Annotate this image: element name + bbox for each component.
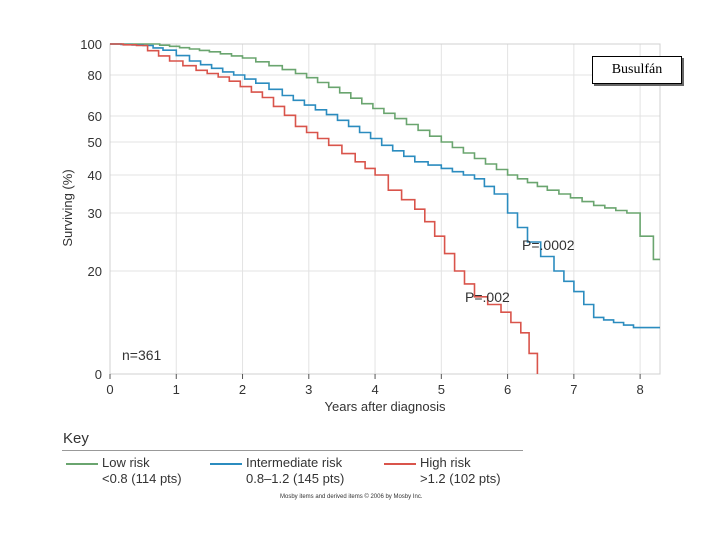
legend-label-intermediate: Intermediate risk <box>246 455 343 470</box>
copyright-credit: Mosby items and derived items © 2006 by … <box>280 494 423 500</box>
legend-item-intermediate-risk: Intermediate risk 0.8–1.2 (145 pts) <box>210 455 344 487</box>
y-tick-label: 40 <box>88 168 102 183</box>
grid <box>109 43 660 375</box>
x-axis: 0 1 2 3 4 5 6 7 8 <box>106 374 644 397</box>
legend-label-low: Low risk <box>102 455 150 470</box>
series-line-high <box>110 43 539 374</box>
x-tick-label: 8 <box>637 382 644 397</box>
x-tick-label: 0 <box>106 382 113 397</box>
drug-label-box: Busulfán <box>592 56 682 84</box>
legend-detail-intermediate: 0.8–1.2 (145 pts) <box>246 471 345 486</box>
plot-frame <box>109 43 661 375</box>
x-tick-label: 7 <box>570 382 577 397</box>
x-tick-label: 5 <box>438 382 445 397</box>
y-tick-label: 60 <box>88 109 102 124</box>
y-tick-label: 30 <box>88 206 102 221</box>
legend-swatch-intermediate <box>210 462 242 465</box>
y-axis: 100 80 60 50 40 30 20 0 <box>80 37 102 382</box>
x-tick-label: 4 <box>371 382 378 397</box>
legend-swatch-low <box>66 462 98 465</box>
legend-label-high: High risk <box>420 455 471 470</box>
y-tick-label: 20 <box>88 264 102 279</box>
legend-item-low-risk: Low risk <0.8 (114 pts) <box>66 455 182 487</box>
y-tick-label: 50 <box>88 135 102 150</box>
legend-swatch-high <box>384 462 416 465</box>
p-value-intermediate: P=.0002 <box>522 237 575 253</box>
x-tick-label: 1 <box>173 382 180 397</box>
series-lines <box>110 43 660 374</box>
y-tick-label: 0 <box>95 367 102 382</box>
y-axis-title: Surviving (%) <box>60 169 75 246</box>
x-tick-label: 3 <box>305 382 312 397</box>
y-tick-label: 100 <box>80 37 102 52</box>
y-tick-label: 80 <box>88 68 102 83</box>
n-count-annotation: n=361 <box>122 347 162 363</box>
p-value-high: P=.002 <box>465 289 510 305</box>
series-line-intermediate <box>110 43 660 329</box>
x-tick-label: 6 <box>504 382 511 397</box>
legend-item-high-risk: High risk >1.2 (102 pts) <box>384 455 501 487</box>
key-title: Key <box>63 430 89 447</box>
x-axis-title: Years after diagnosis <box>325 399 446 414</box>
key-divider <box>62 450 523 451</box>
series-line-low <box>110 43 660 261</box>
legend-detail-low: <0.8 (114 pts) <box>102 471 182 486</box>
x-tick-label: 2 <box>239 382 246 397</box>
legend-detail-high: >1.2 (102 pts) <box>420 471 501 486</box>
